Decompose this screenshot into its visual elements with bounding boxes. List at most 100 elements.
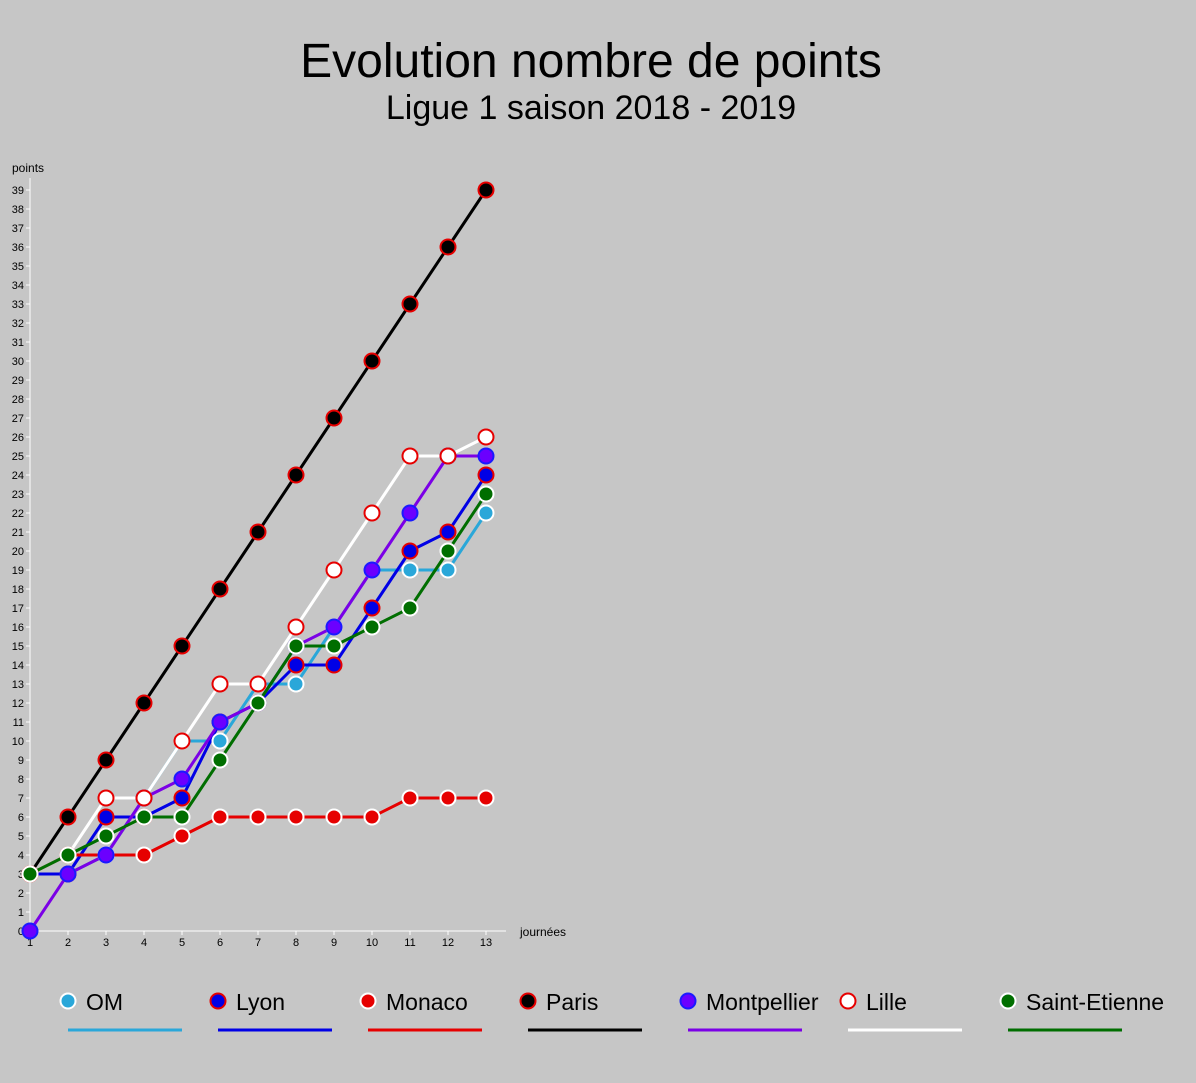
legend-label-om: OM <box>86 989 123 1015</box>
data-point-paris <box>97 751 115 769</box>
data-point-lyon <box>173 789 191 807</box>
series-layer <box>21 181 495 940</box>
data-point-saint-etienne <box>287 637 305 655</box>
y-tick-label: 32 <box>12 318 24 330</box>
y-tick-label: 38 <box>12 204 24 216</box>
legend-label-saint-etienne: Saint-Etienne <box>1026 989 1164 1015</box>
data-point-lyon <box>401 542 419 560</box>
y-tick-label: 36 <box>12 242 24 254</box>
legend-marker-saint-etienne <box>999 992 1017 1010</box>
data-point-monaco <box>477 789 495 807</box>
x-tick-label: 1 <box>27 937 33 949</box>
y-tick-label: 5 <box>18 831 24 843</box>
y-tick-label: 37 <box>12 223 24 235</box>
legend-marker-om <box>59 992 77 1010</box>
y-tick-label: 28 <box>12 394 24 406</box>
data-point-lyon <box>363 599 381 617</box>
legend-label-paris: Paris <box>546 989 598 1015</box>
y-tick-label: 9 <box>18 755 24 767</box>
y-tick-label: 18 <box>12 584 24 596</box>
data-point-lyon <box>287 656 305 674</box>
data-point-saint-etienne <box>135 808 153 826</box>
data-point-monaco <box>325 808 343 826</box>
y-tick-label: 39 <box>12 185 24 197</box>
y-tick-label: 27 <box>12 413 24 425</box>
data-point-montpellier <box>21 922 39 940</box>
data-point-lille <box>477 428 495 446</box>
x-tick-label: 2 <box>65 937 71 949</box>
data-point-saint-etienne <box>477 485 495 503</box>
data-point-lille <box>325 561 343 579</box>
x-tick-label: 4 <box>141 937 147 949</box>
x-tick-label: 9 <box>331 937 337 949</box>
y-tick-label: 6 <box>18 812 24 824</box>
y-tick-label: 30 <box>12 356 24 368</box>
data-point-lille <box>439 447 457 465</box>
data-point-paris <box>477 181 495 199</box>
data-point-saint-etienne <box>325 637 343 655</box>
data-point-monaco <box>439 789 457 807</box>
data-point-monaco <box>363 808 381 826</box>
y-tick-label: 1 <box>18 907 24 919</box>
chart-subtitle: Ligue 1 saison 2018 - 2019 <box>385 89 797 127</box>
y-tick-label: 15 <box>12 641 24 653</box>
y-tick-label: 33 <box>12 299 24 311</box>
y-tick-label: 24 <box>12 470 24 482</box>
legend-marker-monaco <box>359 992 377 1010</box>
chart-title: Evolution nombre de points <box>300 35 882 88</box>
y-tick-label: 3 <box>18 869 24 881</box>
data-point-montpellier <box>211 713 229 731</box>
legend-label-lyon: Lyon <box>236 989 285 1015</box>
axes: 0123456789101112131415161718192021222324… <box>12 161 566 949</box>
data-point-lille <box>363 504 381 522</box>
data-point-monaco <box>135 846 153 864</box>
y-tick-label: 29 <box>12 375 24 387</box>
data-point-lyon <box>477 466 495 484</box>
x-tick-label: 8 <box>293 937 299 949</box>
y-tick-label: 31 <box>12 337 24 349</box>
data-point-montpellier <box>477 447 495 465</box>
data-point-monaco <box>249 808 267 826</box>
data-point-om <box>439 561 457 579</box>
data-point-lyon <box>97 808 115 826</box>
data-point-saint-etienne <box>173 808 191 826</box>
data-point-monaco <box>211 808 229 826</box>
y-tick-label: 19 <box>12 565 24 577</box>
legend-marker-paris <box>519 992 537 1010</box>
data-point-montpellier <box>325 618 343 636</box>
y-tick-label: 14 <box>12 660 24 672</box>
y-tick-label: 22 <box>12 508 24 520</box>
data-point-montpellier <box>97 846 115 864</box>
data-point-lille <box>249 675 267 693</box>
data-point-lyon <box>325 656 343 674</box>
data-point-lille <box>97 789 115 807</box>
y-tick-label: 17 <box>12 603 24 615</box>
y-tick-label: 21 <box>12 527 24 539</box>
x-tick-label: 5 <box>179 937 185 949</box>
data-point-paris <box>135 694 153 712</box>
x-tick-label: 7 <box>255 937 261 949</box>
y-tick-label: 8 <box>18 774 24 786</box>
data-point-monaco <box>287 808 305 826</box>
data-point-saint-etienne <box>363 618 381 636</box>
data-point-saint-etienne <box>401 599 419 617</box>
y-axis-label: points <box>12 161 44 175</box>
x-tick-label: 3 <box>103 937 109 949</box>
data-point-om <box>211 732 229 750</box>
data-point-paris <box>211 580 229 598</box>
data-point-lille <box>135 789 153 807</box>
legend-marker-lille <box>839 992 857 1010</box>
y-tick-label: 7 <box>18 793 24 805</box>
data-point-paris <box>325 409 343 427</box>
data-point-montpellier <box>173 770 191 788</box>
legend-label-lille: Lille <box>866 989 907 1015</box>
x-tick-label: 6 <box>217 937 223 949</box>
data-point-lyon <box>439 523 457 541</box>
data-point-montpellier <box>59 865 77 883</box>
data-point-lille <box>173 732 191 750</box>
x-tick-label: 11 <box>404 937 415 949</box>
y-tick-label: 4 <box>18 850 24 862</box>
data-point-paris <box>439 238 457 256</box>
y-tick-label: 26 <box>12 432 24 444</box>
data-point-om <box>287 675 305 693</box>
